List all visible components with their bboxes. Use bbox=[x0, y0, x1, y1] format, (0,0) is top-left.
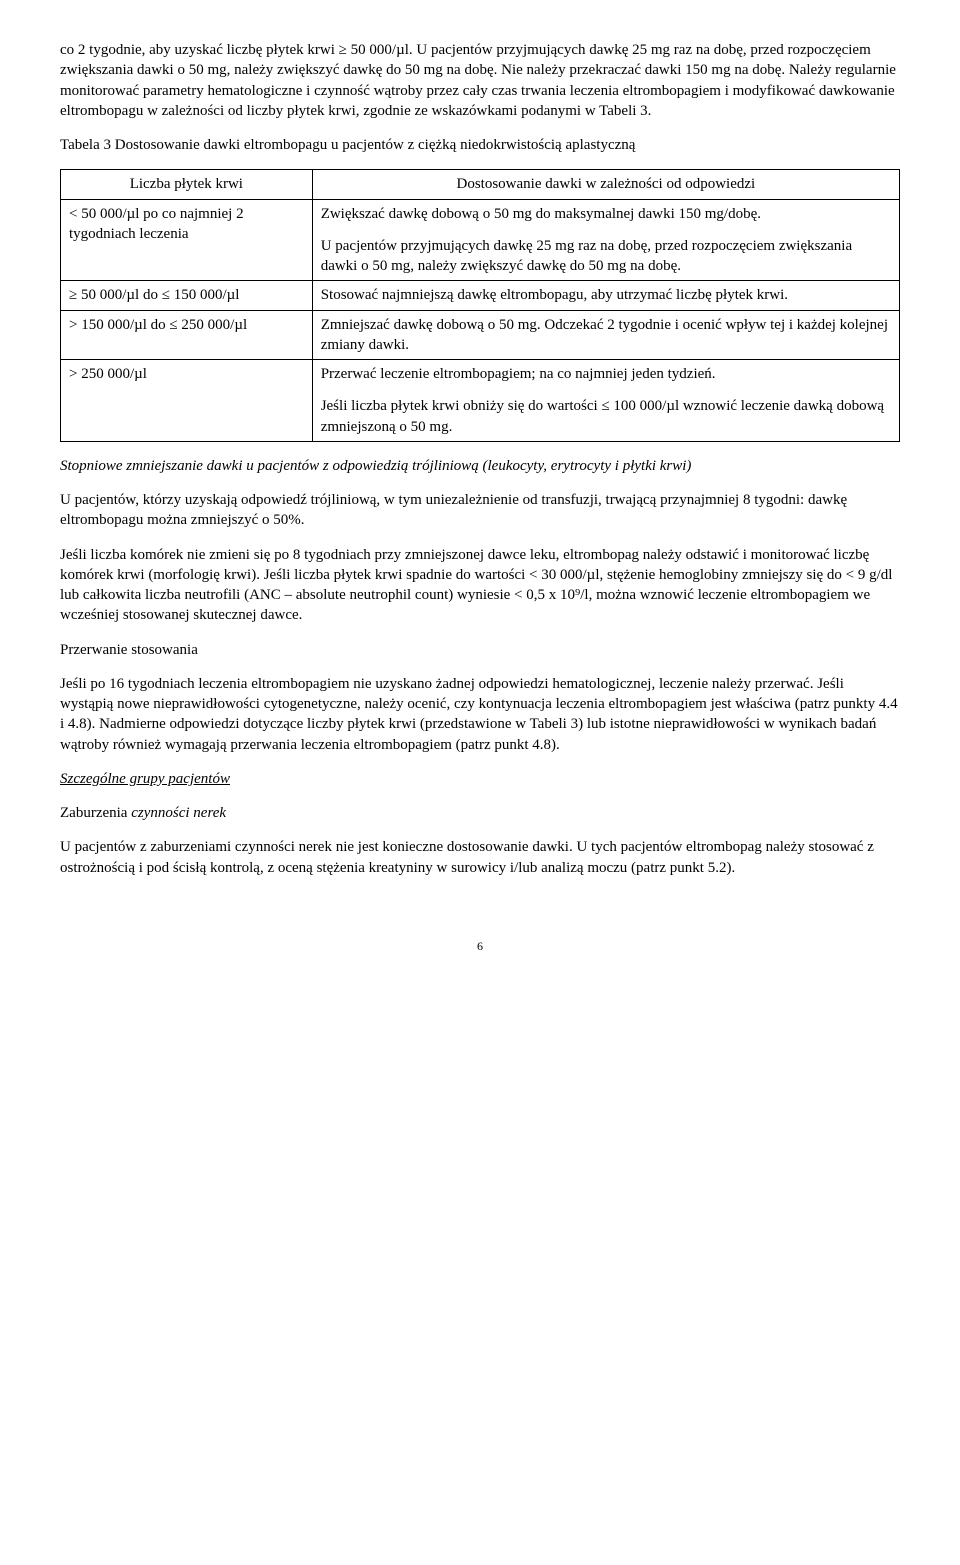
body-paragraph: U pacjentów, którzy uzyskają odpowiedź t… bbox=[60, 490, 900, 531]
table-row: Zwiększać dawkę dobową o 50 mg do maksym… bbox=[312, 199, 899, 281]
italic-text: Stopniowe zmniejszanie dawki u pacjentów… bbox=[60, 458, 691, 474]
sub-heading: Zaburzenia czynności nerek bbox=[60, 803, 900, 823]
intro-paragraph: co 2 tygodnie, aby uzyskać liczbę płytek… bbox=[60, 40, 900, 121]
underline-italic-text: Szczególne grupy pacjentów bbox=[60, 771, 230, 787]
cell-text: Przerwać leczenie eltrombopagiem; na co … bbox=[321, 364, 891, 384]
cell-text: Stosować najmniejszą dawkę eltrombopagu,… bbox=[321, 285, 891, 305]
cell-text: Jeśli liczba płytek krwi obniży się do w… bbox=[321, 396, 891, 437]
table-row: > 150 000/µl do ≤ 250 000/µl bbox=[61, 310, 313, 360]
table-caption: Tabela 3 Dostosowanie dawki eltrombopagu… bbox=[60, 135, 900, 155]
body-paragraph: Jeśli liczba komórek nie zmieni się po 8… bbox=[60, 545, 900, 626]
cell-text: U pacjentów przyjmujących dawkę 25 mg ra… bbox=[321, 236, 891, 277]
italic-text: czynności nerek bbox=[127, 805, 226, 821]
body-paragraph: U pacjentów z zaburzeniami czynności ner… bbox=[60, 837, 900, 878]
table-row: Przerwać leczenie eltrombopagiem; na co … bbox=[312, 360, 899, 442]
tapering-heading: Stopniowe zmniejszanie dawki u pacjentów… bbox=[60, 456, 900, 476]
page-number: 6 bbox=[60, 938, 900, 954]
section-heading: Przerwanie stosowania bbox=[60, 640, 900, 660]
table-header-right: Dostosowanie dawki w zależności od odpow… bbox=[312, 170, 899, 199]
table-row: Zmniejszać dawkę dobową o 50 mg. Odczeka… bbox=[312, 310, 899, 360]
plain-text: Zaburzenia bbox=[60, 805, 127, 821]
body-paragraph: Jeśli po 16 tygodniach leczenia eltrombo… bbox=[60, 674, 900, 755]
table-header-left: Liczba płytek krwi bbox=[61, 170, 313, 199]
cell-text: Zmniejszać dawkę dobową o 50 mg. Odczeka… bbox=[321, 315, 891, 356]
cell-text: Zwiększać dawkę dobową o 50 mg do maksym… bbox=[321, 204, 891, 224]
section-heading: Szczególne grupy pacjentów bbox=[60, 769, 900, 789]
table-row: < 50 000/µl po co najmniej 2 tygodniach … bbox=[61, 199, 313, 281]
table-row: ≥ 50 000/µl do ≤ 150 000/µl bbox=[61, 281, 313, 310]
table-row: Stosować najmniejszą dawkę eltrombopagu,… bbox=[312, 281, 899, 310]
table-row: > 250 000/µl bbox=[61, 360, 313, 442]
dose-adjustment-table: Liczba płytek krwi Dostosowanie dawki w … bbox=[60, 169, 900, 442]
